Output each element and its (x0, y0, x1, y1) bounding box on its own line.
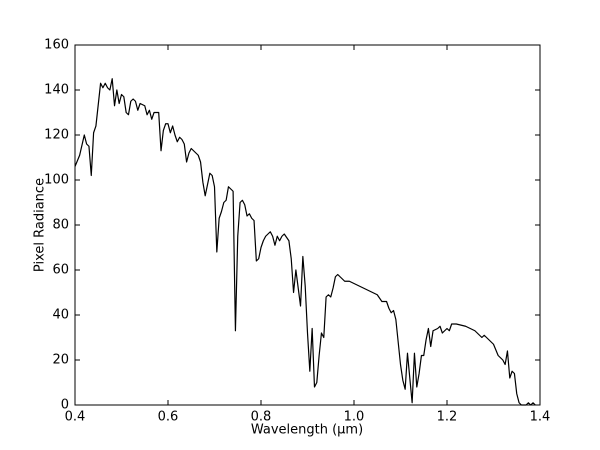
x-tick-label: 0.6 (158, 410, 179, 425)
y-tick-label: 80 (52, 218, 69, 233)
y-tick-label: 20 (52, 353, 69, 368)
x-tick-label: 1.2 (437, 410, 458, 425)
x-tick-label: 0.4 (65, 410, 86, 425)
y-tick-label: 100 (44, 173, 69, 188)
x-tick-label: 0.8 (251, 410, 272, 425)
y-tick-label: 140 (44, 83, 69, 98)
plot-frame (74, 44, 541, 406)
y-tick-label: 60 (52, 263, 69, 278)
x-axis-label: Wavelength (μm) (251, 423, 363, 438)
y-axis-label: Pixel Radiance (33, 178, 48, 272)
data-line (74, 78, 536, 406)
x-tick-label: 1.0 (344, 410, 365, 425)
x-tick-label: 1.4 (530, 410, 551, 425)
y-tick-label: 160 (44, 38, 69, 53)
y-tick-label: 120 (44, 128, 69, 143)
y-tick-label: 40 (52, 308, 69, 323)
y-tick-label: 0 (61, 398, 69, 413)
